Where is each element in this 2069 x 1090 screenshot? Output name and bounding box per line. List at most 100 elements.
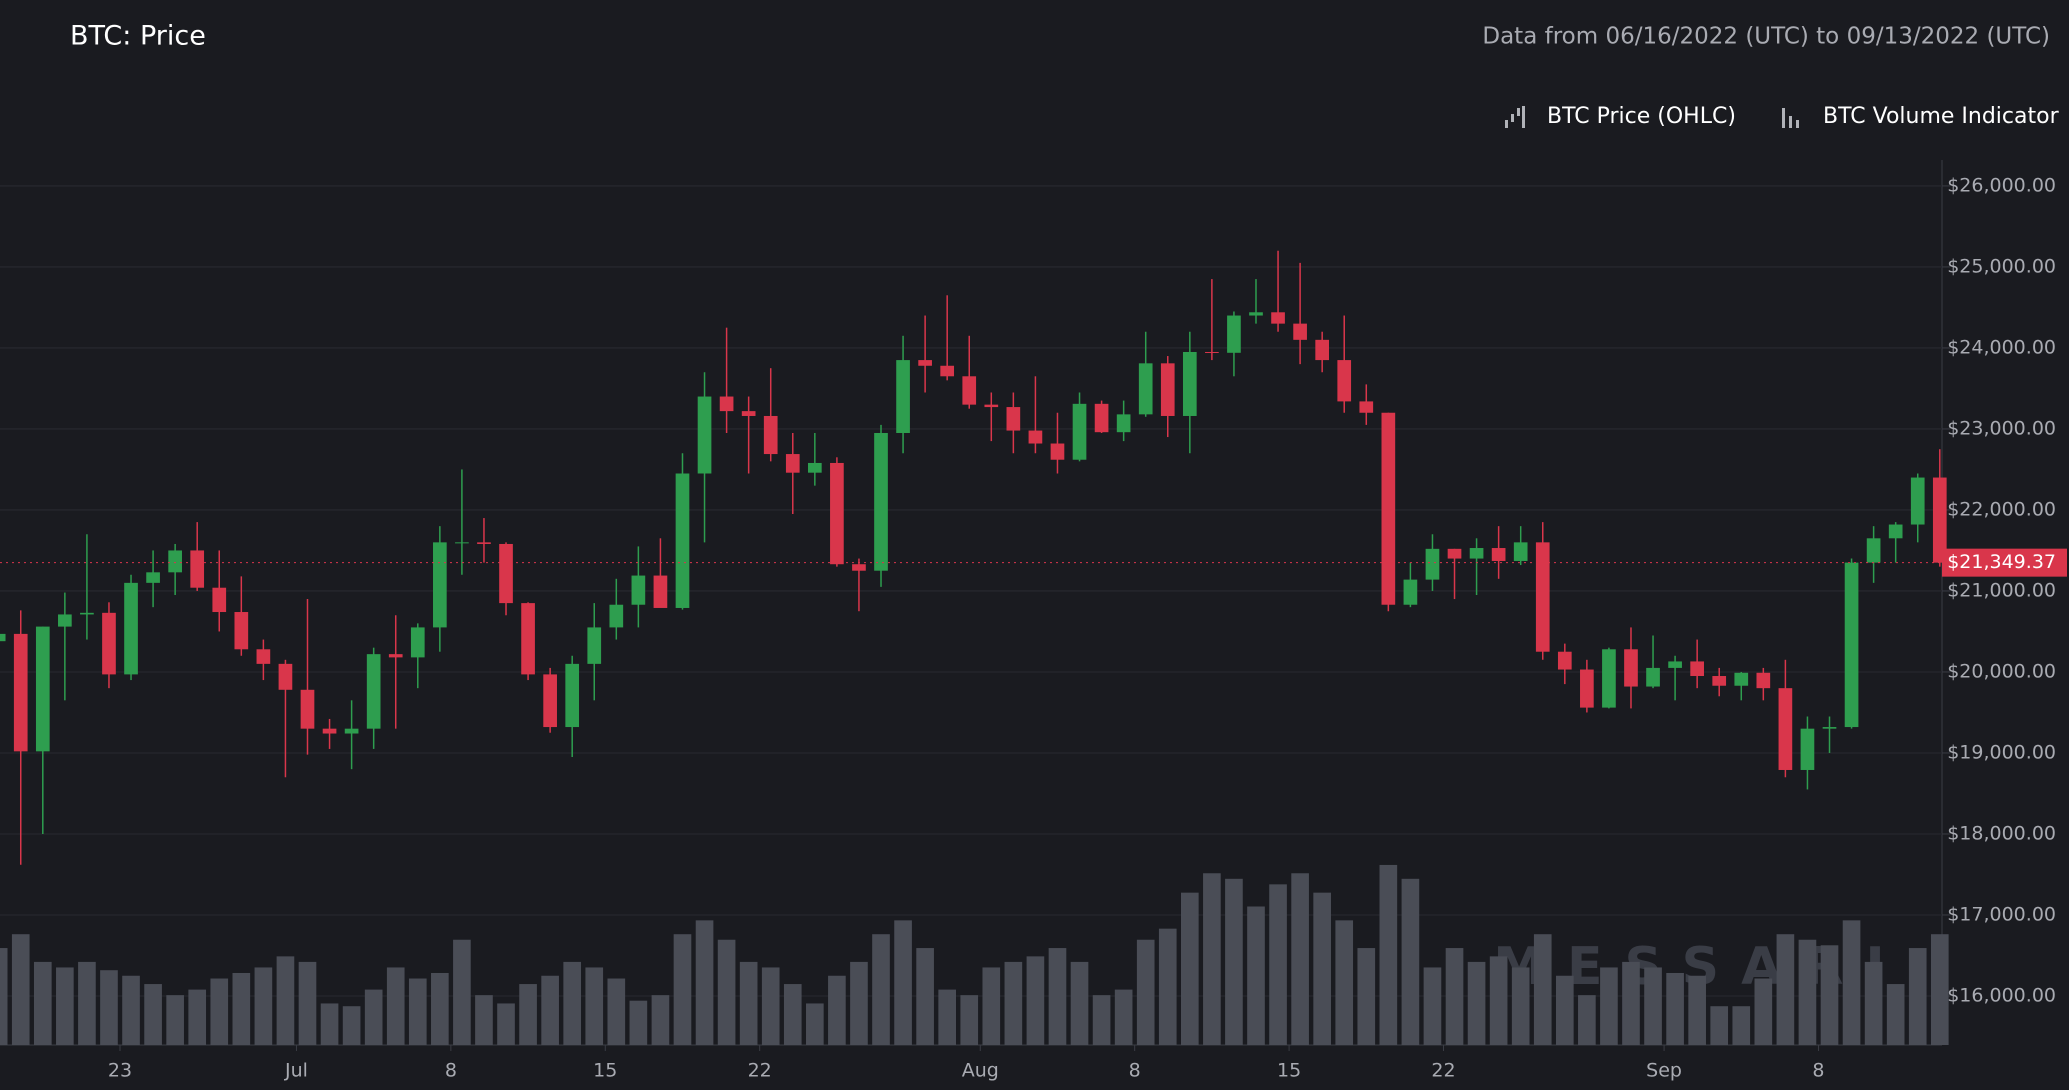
volume-bar [1048, 948, 1067, 1045]
candle-body [1094, 403, 1109, 433]
volume-bar [122, 975, 140, 1045]
volume-bar [1864, 961, 1883, 1045]
candle-body [300, 689, 315, 729]
candle-body [830, 462, 844, 565]
volume-bar [1710, 1006, 1729, 1045]
candle-body [1888, 524, 1903, 539]
x-tick-label: 8 [1129, 1060, 1141, 1082]
volume-bar [188, 989, 207, 1045]
candle-body [609, 604, 624, 628]
y-tick-label: $23,000.00 [1947, 417, 2056, 439]
volume-bar [1842, 920, 1861, 1045]
candle-body [1050, 443, 1065, 460]
x-tick-label: Sep [1646, 1060, 1682, 1082]
candle-body [1800, 728, 1815, 770]
candle-body [1160, 363, 1175, 416]
candle-body [1932, 477, 1947, 563]
volume-bar [1467, 961, 1486, 1045]
legend-label[interactable]: BTC Volume Indicator [1823, 104, 2060, 129]
volume-bar [761, 967, 780, 1045]
volume-bar [1754, 978, 1773, 1045]
candle-body [1293, 323, 1307, 340]
x-tick-label: 15 [593, 1060, 617, 1082]
volume-bar [276, 956, 295, 1045]
volume-bar [144, 984, 162, 1045]
volume-bar [1026, 956, 1045, 1045]
candle-body [1469, 548, 1484, 559]
candle-body [499, 543, 513, 604]
volume-bar [806, 1003, 824, 1045]
volume-bar [431, 972, 449, 1045]
x-tick-label: 22 [748, 1060, 772, 1082]
volume-bar [1930, 934, 1949, 1045]
candle-body [1425, 548, 1440, 580]
volume-bar [1004, 961, 1023, 1045]
candle-body [1138, 363, 1153, 415]
y-tick-label: $18,000.00 [1947, 822, 2056, 844]
candle-body [1227, 315, 1241, 353]
candle-body [35, 626, 50, 752]
volume-bar [1247, 906, 1265, 1045]
volume-bar [695, 920, 714, 1045]
candle-body [1866, 538, 1881, 563]
x-tick-label: 22 [1431, 1060, 1455, 1082]
candle-body [124, 582, 138, 675]
volume-bar [1225, 878, 1243, 1045]
candle-body [1844, 562, 1859, 728]
legend: BTC Price (OHLC) BTC Volume Indicator [1505, 104, 2060, 129]
candle-body [1205, 351, 1219, 353]
volume-bar [894, 920, 912, 1045]
candle-body [741, 411, 756, 416]
volume-bar [1180, 892, 1199, 1045]
candle-body [1602, 649, 1616, 708]
volume-bar [1379, 864, 1398, 1045]
candle-body [1712, 676, 1727, 686]
volume-bar [519, 984, 537, 1045]
volume-bar [1555, 975, 1574, 1045]
volume-bar [1092, 995, 1111, 1045]
y-tick-label: $25,000.00 [1947, 255, 2056, 277]
candle-body [1249, 312, 1263, 316]
candle-body [874, 432, 888, 571]
volume-bar [1203, 873, 1221, 1045]
volume-bar [254, 967, 273, 1045]
volume-bar [563, 961, 582, 1045]
volume-bar [1644, 967, 1662, 1045]
volume-bar [232, 972, 251, 1045]
candle-body [1822, 727, 1837, 729]
volume-bar [210, 978, 229, 1045]
volume-bar [1158, 928, 1177, 1045]
volume-bar [585, 967, 604, 1045]
volume-bar [1445, 948, 1464, 1045]
candle-body [0, 633, 6, 642]
candle-body [1447, 548, 1462, 559]
candle-body [190, 550, 205, 588]
volume-bar [872, 934, 890, 1045]
volume-bar [1622, 961, 1640, 1045]
candle-body [1337, 360, 1352, 402]
legend-label[interactable]: BTC Price (OHLC) [1547, 104, 1736, 129]
volume-bar [1578, 995, 1596, 1045]
x-tick-label: 23 [108, 1060, 132, 1082]
chart-subtitle: Data from 06/16/2022 (UTC) to 09/13/2022… [1482, 24, 2050, 50]
y-tick-label: $16,000.00 [1947, 984, 2056, 1006]
volume-bar [1423, 967, 1442, 1045]
volume-bar [1886, 984, 1905, 1045]
candle-body [1734, 672, 1749, 686]
y-tick-label: $21,000.00 [1947, 579, 2056, 601]
volume-bar [607, 978, 626, 1045]
candle-body [102, 612, 116, 675]
volume-bar [342, 1006, 361, 1045]
volume-bar [1401, 878, 1420, 1045]
candle-body [1072, 403, 1087, 460]
candle-body [852, 564, 866, 571]
candle-body [344, 728, 359, 734]
candle-body [543, 674, 557, 728]
volume-bar [56, 967, 74, 1045]
volume-bar [1666, 972, 1684, 1045]
y-tick-label: $17,000.00 [1947, 903, 2056, 925]
candle-body [388, 654, 403, 658]
volume-bar [1732, 1006, 1751, 1045]
candle-body [1491, 548, 1506, 561]
last-price-label: $21,349.37 [1947, 551, 2056, 573]
